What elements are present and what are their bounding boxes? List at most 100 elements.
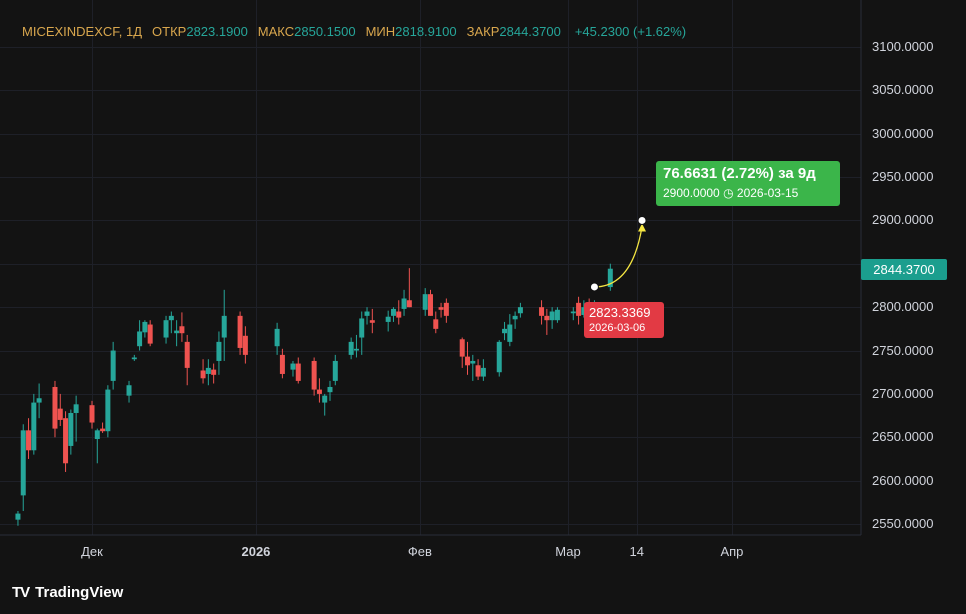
candle[interactable] [242, 326, 248, 364]
candle-body [581, 307, 587, 315]
candle[interactable] [73, 395, 79, 442]
candle[interactable] [184, 334, 190, 386]
candle[interactable] [459, 337, 465, 368]
candle[interactable] [353, 334, 359, 358]
candle[interactable] [401, 289, 407, 316]
candle[interactable] [200, 359, 206, 384]
candle[interactable] [475, 359, 481, 381]
tradingview-logo[interactable]: TV TradingView [12, 584, 123, 601]
candle[interactable] [211, 363, 217, 384]
projection-end-handle[interactable] [637, 215, 647, 225]
candle[interactable] [496, 340, 502, 377]
candle[interactable] [332, 354, 338, 386]
candle[interactable] [94, 428, 100, 464]
candle[interactable] [26, 418, 32, 459]
projection-target-label[interactable]: 76.6631 (2.72%) за 9д 2900.0000 ◷ 2026-0… [656, 161, 840, 206]
candle[interactable] [110, 341, 116, 390]
candle[interactable] [364, 307, 370, 325]
candle[interactable] [517, 302, 523, 318]
candle[interactable] [36, 383, 42, 419]
projection-target-price: 2900.0000 [663, 186, 720, 200]
candle[interactable] [205, 359, 211, 386]
candle-body [427, 294, 433, 316]
candle[interactable] [422, 288, 428, 316]
candle-body [390, 308, 396, 316]
candle[interactable] [89, 400, 95, 429]
candle[interactable] [465, 341, 471, 375]
candle[interactable] [539, 300, 545, 325]
symbol-label[interactable]: MICEXINDEXCF, 1Д [22, 24, 143, 39]
candle[interactable] [348, 337, 354, 360]
candle-body [15, 513, 21, 520]
candle[interactable] [390, 307, 396, 322]
candle[interactable] [512, 311, 518, 329]
candle[interactable] [179, 312, 185, 342]
candle[interactable] [480, 359, 486, 381]
candle[interactable] [142, 320, 148, 338]
candle[interactable] [443, 298, 449, 323]
candle[interactable] [221, 289, 227, 361]
candle[interactable] [131, 354, 137, 361]
candle-body [26, 430, 32, 451]
candle[interactable] [406, 268, 412, 308]
candle[interactable] [507, 314, 513, 347]
candles[interactable] [15, 263, 613, 526]
candle[interactable] [427, 289, 433, 316]
candle[interactable] [369, 308, 375, 334]
candle[interactable] [100, 422, 106, 433]
candle-body [316, 389, 322, 394]
projection-curve[interactable] [594, 226, 643, 288]
price-tick-label: 3000.0000 [872, 125, 934, 141]
candle[interactable] [311, 357, 317, 396]
candle[interactable] [52, 380, 58, 438]
candle[interactable] [433, 311, 439, 334]
candle[interactable] [290, 360, 296, 377]
candle[interactable] [544, 308, 550, 335]
candle[interactable] [147, 320, 153, 347]
candle-body [105, 389, 111, 432]
candle[interactable] [316, 378, 322, 403]
price-tick-label: 2800.0000 [872, 299, 934, 315]
candle-body [221, 315, 227, 338]
candle[interactable] [279, 348, 285, 379]
candle[interactable] [174, 320, 180, 347]
price-tick-label: 2950.0000 [872, 169, 934, 185]
candle[interactable] [549, 307, 555, 329]
candle[interactable] [607, 263, 613, 291]
candle[interactable] [31, 393, 37, 455]
candle[interactable] [581, 300, 587, 318]
candle[interactable] [274, 322, 280, 355]
candle[interactable] [105, 385, 111, 438]
candle[interactable] [470, 354, 476, 381]
candle[interactable] [237, 311, 243, 355]
candle-body [168, 315, 174, 321]
candle[interactable] [216, 331, 222, 375]
candle[interactable] [168, 311, 174, 334]
last-price-label: 2844.3700 [861, 259, 947, 280]
candle[interactable] [576, 296, 582, 325]
candle[interactable] [57, 393, 63, 426]
candle[interactable] [163, 315, 169, 344]
candle[interactable] [438, 302, 444, 318]
candle[interactable] [570, 307, 576, 321]
candle[interactable] [385, 310, 391, 332]
candle[interactable] [68, 409, 74, 455]
candle[interactable] [359, 311, 365, 355]
candle[interactable] [137, 320, 143, 351]
candle-body [174, 330, 180, 334]
candle-body [422, 294, 428, 310]
candle[interactable] [502, 321, 508, 341]
open-label: ОТКР [152, 24, 187, 39]
projection-line[interactable] [589, 215, 647, 292]
candle[interactable] [322, 393, 328, 416]
candle[interactable] [20, 424, 26, 511]
candle[interactable] [327, 380, 333, 401]
candle[interactable] [63, 411, 69, 472]
candle[interactable] [295, 357, 301, 384]
candle[interactable] [554, 307, 560, 323]
projection-start-handle[interactable] [589, 282, 599, 292]
candle[interactable] [15, 510, 21, 526]
candle[interactable] [126, 380, 132, 403]
candle[interactable] [396, 300, 402, 325]
